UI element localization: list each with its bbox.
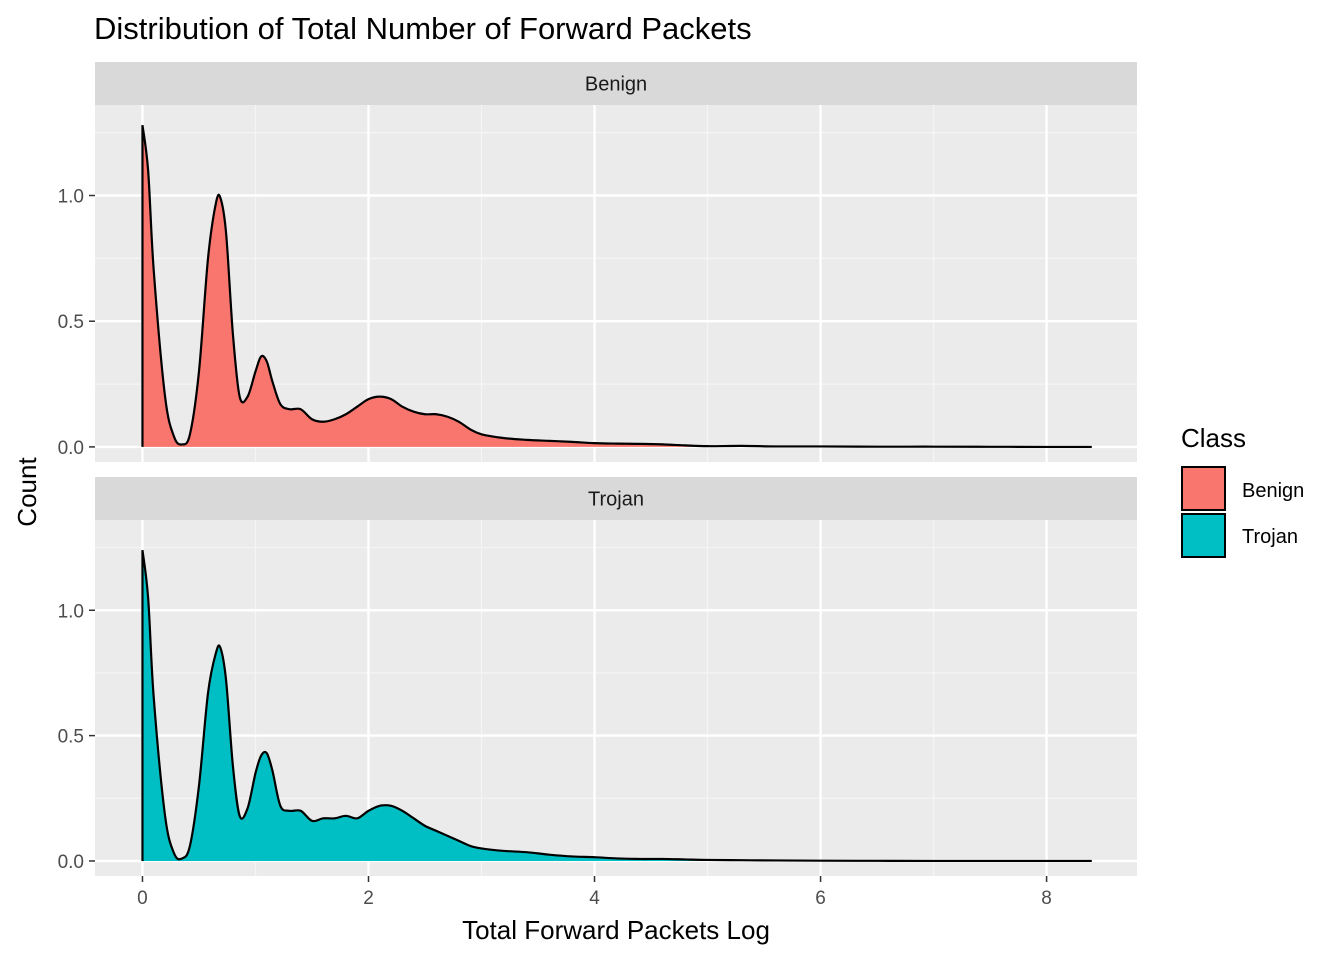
y-tick-label: 1.0 — [58, 601, 84, 622]
legend-swatch-benign — [1181, 466, 1226, 511]
legend-swatch-trojan — [1181, 513, 1226, 558]
y-tick-label: 0.5 — [58, 312, 84, 333]
x-tick-label: 2 — [363, 888, 374, 909]
x-tick-label: 8 — [1041, 888, 1052, 909]
density-area-trojan — [142, 550, 1092, 861]
x-tick-label: 0 — [137, 888, 148, 909]
density-line-trojan — [141, 549, 1092, 863]
strip-benign — [95, 62, 1137, 105]
legend-label-benign: Benign — [1242, 480, 1304, 502]
strip-label-trojan: Trojan — [588, 489, 644, 511]
strip-label-benign: Benign — [585, 74, 647, 96]
density-area-benign — [142, 125, 1092, 447]
y-tick-label: 0.0 — [58, 852, 84, 873]
legend-title: Class — [1181, 423, 1246, 453]
legend: Class Benign Trojan — [1181, 423, 1304, 558]
facet-panels: Benign 0.0 0.5 1.0 Trojan 0.0 0.5 1.0 0 2 4 6 8 — [58, 62, 1137, 909]
chart-title: Distribution of Total Number of Forward … — [94, 11, 752, 46]
legend-label-trojan: Trojan — [1242, 526, 1298, 548]
x-tick-label: 6 — [815, 888, 826, 909]
density-line-benign — [141, 124, 1092, 449]
y-tick-label: 0.0 — [58, 438, 84, 459]
x-axis-title: Total Forward Packets Log — [462, 915, 770, 945]
y-axis-title: Count — [12, 457, 42, 527]
strip-trojan — [95, 477, 1137, 520]
y-tick-label: 0.5 — [58, 727, 84, 748]
x-tick-label: 4 — [589, 888, 600, 909]
y-tick-label: 1.0 — [58, 187, 84, 208]
